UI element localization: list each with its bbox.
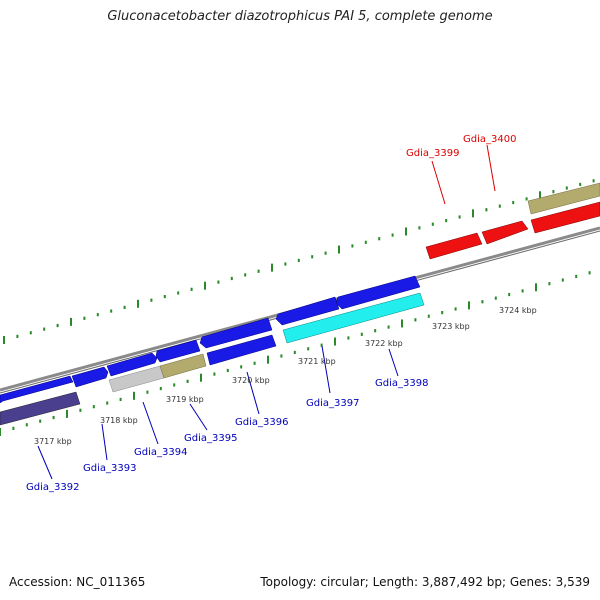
accession-text: Accession: NC_011365 [9, 575, 146, 589]
tick-label: 3720 kbp [232, 376, 270, 385]
gene-label-gdia-3393[interactable]: Gdia_3393 [83, 463, 136, 474]
gene-label-gdia-3396[interactable]: Gdia_3396 [235, 417, 288, 428]
gene-label-gdia-3392[interactable]: Gdia_3392 [26, 482, 79, 493]
connector-line [388, 348, 399, 377]
gene-feature[interactable] [155, 339, 201, 363]
lower-tick-track [0, 271, 591, 436]
genome-stats-text: Topology: circular; Length: 3,887,492 bp… [260, 575, 590, 589]
gene-feature[interactable] [206, 334, 277, 366]
upper-tick-track [3, 179, 595, 344]
tick-label: 3723 kbp [432, 322, 470, 331]
gene-feature[interactable] [481, 220, 529, 245]
gene-feature[interactable] [0, 375, 74, 404]
gene-label-gdia-3400[interactable]: Gdia_3400 [463, 134, 516, 145]
tick-label: 3721 kbp [298, 357, 336, 366]
connector-line [142, 401, 159, 445]
connector-line [486, 144, 496, 192]
tick-label: 3722 kbp [365, 339, 403, 348]
gene-feature[interactable] [527, 182, 600, 215]
gene-feature[interactable] [159, 353, 207, 379]
gene-label-gdia-3397[interactable]: Gdia_3397 [306, 398, 359, 409]
connector-line [321, 345, 331, 394]
connector-line [37, 445, 53, 480]
gene-label-gdia-3398[interactable]: Gdia_3398 [375, 378, 428, 389]
tick-label: 3718 kbp [100, 416, 138, 425]
gene-label-gdia-3394[interactable]: Gdia_3394 [134, 447, 187, 458]
connector-line [431, 160, 446, 205]
gene-feature[interactable] [335, 275, 421, 310]
reverse-strand-genes [0, 292, 425, 426]
gene-feature[interactable] [282, 292, 425, 344]
connector-line [189, 403, 208, 431]
forward-strand-genes [0, 182, 600, 404]
gene-feature[interactable] [0, 391, 81, 426]
label-connectors [37, 144, 496, 480]
connector-line [101, 423, 108, 461]
gene-label-gdia-3395[interactable]: Gdia_3395 [184, 433, 237, 444]
gene-labels: Gdia_3392 Gdia_3393 Gdia_3394 Gdia_3395 … [26, 134, 516, 493]
tick-label: 3719 kbp [166, 395, 204, 404]
gene-feature[interactable] [530, 201, 600, 234]
gene-feature[interactable] [199, 317, 273, 349]
gene-label-gdia-3399[interactable]: Gdia_3399 [406, 148, 459, 159]
tick-label: 3717 kbp [34, 437, 72, 446]
tick-label: 3724 kbp [499, 306, 537, 315]
gene-feature[interactable] [275, 296, 340, 326]
gene-feature[interactable] [106, 352, 158, 377]
gene-feature[interactable] [425, 232, 483, 260]
map-title: Gluconacetobacter diazotrophicus PAI 5, … [107, 9, 493, 24]
gene-feature[interactable] [71, 366, 109, 388]
connector-line [246, 371, 260, 415]
tick-labels: 3717 kbp 3718 kbp 3719 kbp 3720 kbp 3721… [34, 306, 537, 446]
